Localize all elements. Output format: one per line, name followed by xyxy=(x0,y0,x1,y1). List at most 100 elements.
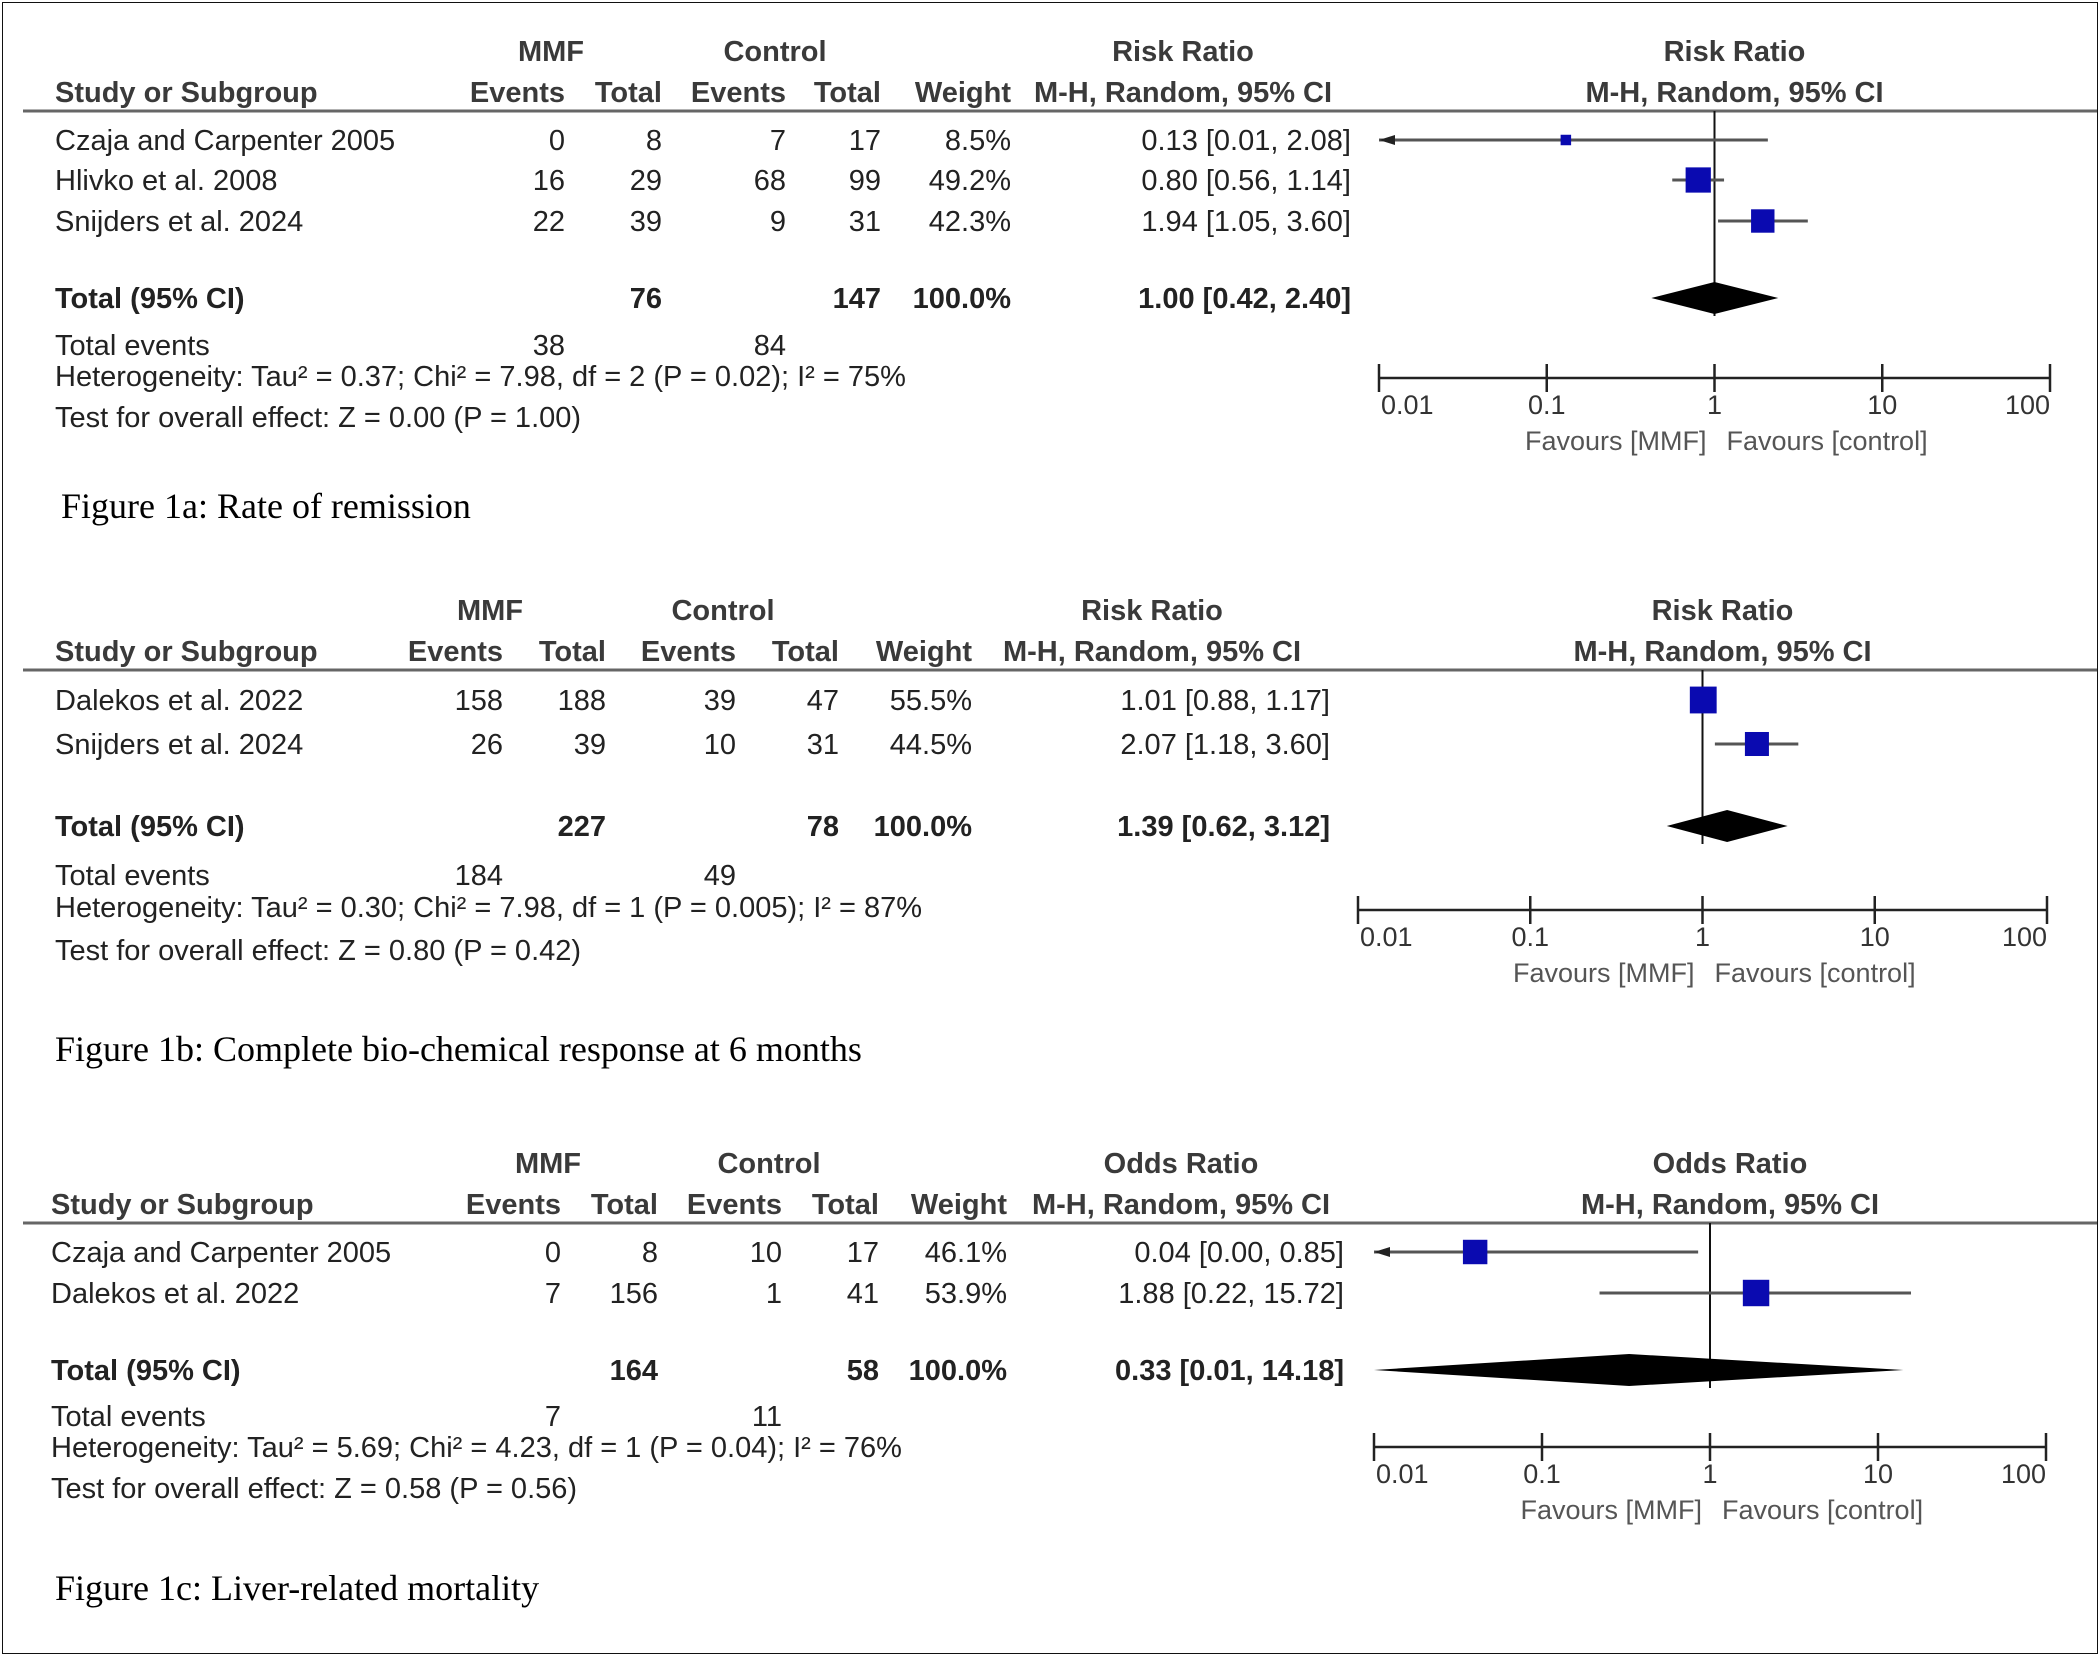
group2-total-header: Total xyxy=(812,1189,879,1221)
study-weight: 55.5% xyxy=(890,685,972,717)
group2-events: 10 xyxy=(704,729,736,761)
total-events-group2: 49 xyxy=(704,860,736,892)
group2-total: 99 xyxy=(849,165,881,197)
plot-title: Odds Ratio xyxy=(1653,1148,1808,1180)
point-estimate-marker xyxy=(1560,134,1572,146)
total-group1: 164 xyxy=(610,1355,658,1387)
pooled-diamond xyxy=(1666,810,1788,842)
tick-label: 0.01 xyxy=(1360,922,1413,952)
total-events-group2: 84 xyxy=(754,330,786,362)
group2-total: 47 xyxy=(807,685,839,717)
group1-events: 26 xyxy=(471,729,503,761)
plot-subtitle: M-H, Random, 95% CI xyxy=(1581,1189,1879,1221)
forest-panel-3: MMF Control Odds Ratio Odds Ratio Study or S… xyxy=(23,1148,2097,1608)
total-ci-text: 1.39 [0.62, 3.12] xyxy=(1117,811,1330,843)
total-row: Total (95% CI) 164 58 100.0% 0.33 [0.01, 14.… xyxy=(51,1354,1904,1387)
point-estimate-marker xyxy=(1689,686,1717,714)
study-ci-text: 0.04 [0.00, 0.85] xyxy=(1134,1237,1344,1269)
study-ci-text: 0.80 [0.56, 1.14] xyxy=(1141,165,1351,197)
total-group2: 147 xyxy=(833,283,881,315)
figure-caption: Figure 1a: Rate of remission xyxy=(61,486,471,526)
group1-events: 158 xyxy=(455,685,503,717)
study-ci-text: 1.01 [0.88, 1.17] xyxy=(1120,685,1330,717)
study-row: Snijders et al. 2024 26 39 10 31 44.5% 2.07 [1… xyxy=(55,729,1799,761)
group2-total-header: Total xyxy=(772,636,839,668)
tick-label: 10 xyxy=(1863,1459,1893,1489)
study-weight: 42.3% xyxy=(929,206,1011,238)
total-group2: 78 xyxy=(807,811,839,843)
study-header: Study or Subgroup xyxy=(55,77,318,109)
forest-panel-2: MMF Control Risk Ratio Risk Ratio Study or S… xyxy=(23,595,2097,1069)
group1-total: 156 xyxy=(610,1278,658,1310)
group1-total-header: Total xyxy=(595,77,662,109)
group2-total: 41 xyxy=(847,1278,879,1310)
group1-events-header: Events xyxy=(470,77,565,109)
pooled-diamond xyxy=(1651,282,1779,314)
group1-header: MMF xyxy=(457,595,523,627)
study-row: Snijders et al. 2024 22 39 9 31 42.3% 1.94 [1.… xyxy=(55,206,1808,238)
measure-title: Risk Ratio xyxy=(1081,595,1223,627)
group1-events: 0 xyxy=(549,125,565,157)
group2-events: 10 xyxy=(750,1237,782,1269)
group1-total: 188 xyxy=(558,685,606,717)
plot-title: Risk Ratio xyxy=(1664,36,1806,68)
tick-label: 10 xyxy=(1867,390,1897,420)
measure-title: Odds Ratio xyxy=(1104,1148,1259,1180)
total-group2: 58 xyxy=(847,1355,879,1387)
pooled-diamond xyxy=(1374,1354,1904,1386)
overall-effect-text: Test for overall effect: Z = 0.80 (P = 0… xyxy=(55,935,581,967)
ci-arrow-left xyxy=(1374,1247,1390,1257)
tick-label: 100 xyxy=(2005,390,2050,420)
total-weight: 100.0% xyxy=(874,811,973,843)
study-ci-text: 0.13 [0.01, 2.08] xyxy=(1141,125,1351,157)
plot-title: Risk Ratio xyxy=(1652,595,1794,627)
group2-header: Control xyxy=(717,1148,820,1180)
total-events-group1: 38 xyxy=(533,330,565,362)
point-estimate-marker xyxy=(1742,1279,1770,1307)
study-ci-text: 2.07 [1.18, 3.60] xyxy=(1120,729,1330,761)
group2-events: 7 xyxy=(770,125,786,157)
group1-total: 29 xyxy=(630,165,662,197)
total-ci-text: 0.33 [0.01, 14.18] xyxy=(1115,1355,1344,1387)
total-events-label: Total events xyxy=(55,860,210,892)
total-group1: 76 xyxy=(630,283,662,315)
x-axis: 0.01 0.1 1 10 100 Favours [MMF] Favours [contr… xyxy=(1377,364,2052,456)
study-name: Snijders et al. 2024 xyxy=(55,206,303,238)
tick-label: 100 xyxy=(2001,1459,2046,1489)
group2-events-header: Events xyxy=(687,1189,782,1221)
study-name: Snijders et al. 2024 xyxy=(55,729,303,761)
group2-events-header: Events xyxy=(641,636,736,668)
study-ci-text: 1.88 [0.22, 15.72] xyxy=(1118,1278,1344,1310)
plot-subtitle: M-H, Random, 95% CI xyxy=(1573,636,1871,668)
overall-effect-text: Test for overall effect: Z = 0.00 (P = 1… xyxy=(55,402,581,434)
figure-caption: Figure 1c: Liver-related mortality xyxy=(55,1568,539,1608)
study-row: Czaja and Carpenter 2005 0 8 10 17 46.1% 0.04 … xyxy=(51,1237,1699,1269)
heterogeneity-text: Heterogeneity: Tau² = 5.69; Chi² = 4.23,… xyxy=(51,1432,902,1464)
point-estimate-marker xyxy=(1744,731,1769,757)
point-estimate-marker xyxy=(1462,1239,1488,1265)
study-row: Dalekos et al. 2022 158 188 39 47 55.5% 1.01 [… xyxy=(55,685,1717,717)
group2-events: 9 xyxy=(770,206,786,238)
total-label: Total (95% CI) xyxy=(51,1355,241,1387)
tick-label: 0.1 xyxy=(1511,922,1549,952)
study-row: Hlivko et al. 2008 16 29 68 99 49.2% 0.80 [0.5… xyxy=(55,165,1725,197)
ci-arrow-left xyxy=(1379,135,1395,145)
group2-total: 31 xyxy=(807,729,839,761)
total-row: Total (95% CI) 227 78 100.0% 1.39 [0.62, 3.1… xyxy=(55,810,1788,843)
study-weight: 8.5% xyxy=(945,125,1011,157)
tick-label: 0.01 xyxy=(1381,390,1434,420)
weight-header: Weight xyxy=(876,636,972,668)
total-label: Total (95% CI) xyxy=(55,283,245,315)
study-ci-text: 1.94 [1.05, 3.60] xyxy=(1141,206,1351,238)
favours-left-label: Favours [MMF] xyxy=(1525,426,1707,456)
study-weight: 49.2% xyxy=(929,165,1011,197)
group1-header: MMF xyxy=(515,1148,581,1180)
group2-total: 31 xyxy=(849,206,881,238)
study-name: Dalekos et al. 2022 xyxy=(55,685,303,717)
measure-title: Risk Ratio xyxy=(1112,36,1254,68)
study-weight: 46.1% xyxy=(925,1237,1007,1269)
favours-right-label: Favours [control] xyxy=(1722,1495,1923,1525)
group1-events-header: Events xyxy=(408,636,503,668)
group2-events: 68 xyxy=(754,165,786,197)
